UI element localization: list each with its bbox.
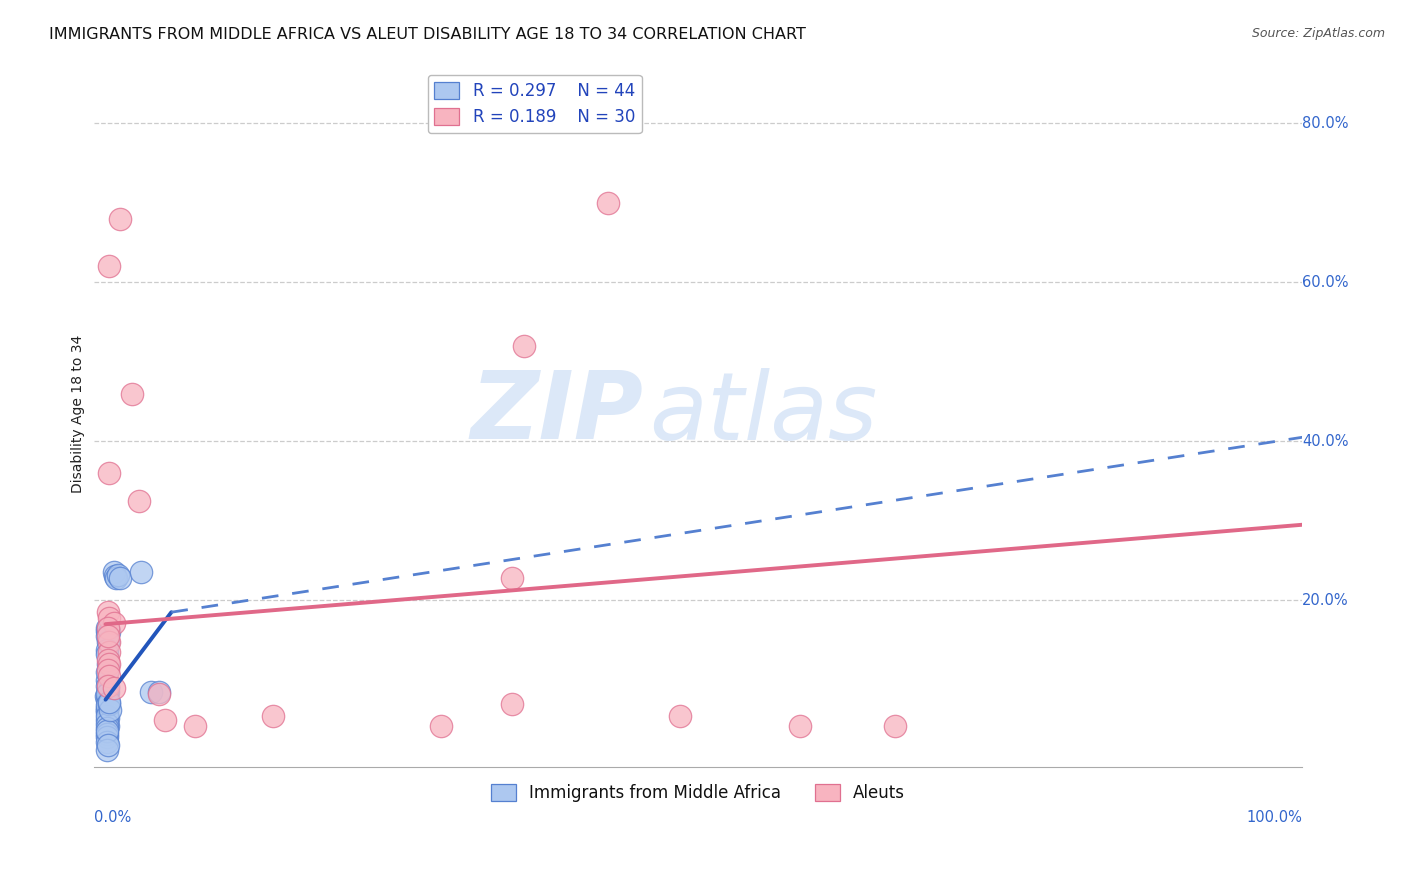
Point [96,727,118,741]
Point [98,703,121,717]
Point [97,657,120,671]
Point [96,642,118,657]
Point [884,719,907,733]
Point [96,743,118,757]
Point [501,571,523,585]
Point [184,719,207,733]
Legend: Immigrants from Middle Africa, Aleuts: Immigrants from Middle Africa, Aleuts [484,777,911,808]
Point [94,689,117,703]
Point [96,673,118,687]
Point [96,624,118,638]
Point [97,621,120,635]
Point [98,695,121,709]
Text: ZIP: ZIP [471,368,644,459]
Point [128,494,150,508]
Point [131,566,153,580]
Point [96,629,118,643]
Point [97,663,120,677]
Text: Source: ZipAtlas.com: Source: ZipAtlas.com [1251,27,1385,40]
Point [96,700,118,714]
Point [97,738,120,752]
Point [104,569,127,583]
Point [96,679,118,693]
Point [97,711,120,725]
Text: 40.0%: 40.0% [1302,434,1348,449]
Point [96,735,118,749]
Point [148,684,170,698]
Point [103,681,125,695]
Text: 0.0%: 0.0% [94,810,131,825]
Point [97,679,120,693]
Point [98,697,121,711]
Point [97,634,120,648]
Y-axis label: Disability Age 18 to 34: Disability Age 18 to 34 [72,334,86,492]
Point [97,684,120,698]
Point [97,719,120,733]
Point [148,687,170,701]
Point [513,339,536,353]
Point [98,260,121,274]
Point [96,716,118,731]
Point [96,724,118,739]
Point [97,629,120,643]
Point [139,684,162,698]
Point [103,615,125,630]
Text: 80.0%: 80.0% [1302,116,1348,131]
Point [429,719,451,733]
Point [98,466,121,480]
Point [121,386,143,401]
Text: 60.0%: 60.0% [1302,275,1348,290]
Point [155,713,177,727]
Point [262,708,284,723]
Point [96,687,118,701]
Point [105,571,128,585]
Point [96,705,118,719]
Point [98,669,121,683]
Point [96,730,118,744]
Point [103,566,125,580]
Text: atlas: atlas [650,368,877,459]
Point [96,665,118,679]
Point [97,605,120,619]
Point [669,708,692,723]
Point [501,697,523,711]
Point [98,657,121,671]
Point [97,695,120,709]
Point [789,719,811,733]
Point [96,708,118,723]
Point [108,571,131,585]
Point [98,645,121,659]
Point [96,698,118,713]
Point [96,621,118,635]
Point [96,692,118,706]
Point [108,211,131,226]
Text: 20.0%: 20.0% [1302,593,1348,607]
Point [98,611,121,625]
Point [98,634,121,648]
Point [107,567,129,582]
Point [97,653,120,667]
Point [96,648,118,662]
Point [97,681,120,695]
Text: 100.0%: 100.0% [1246,810,1302,825]
Point [598,195,620,210]
Point [98,625,121,640]
Point [96,721,118,735]
Point [96,713,118,727]
Point [96,703,118,717]
Text: IMMIGRANTS FROM MIDDLE AFRICA VS ALEUT DISABILITY AGE 18 TO 34 CORRELATION CHART: IMMIGRANTS FROM MIDDLE AFRICA VS ALEUT D… [49,27,806,42]
